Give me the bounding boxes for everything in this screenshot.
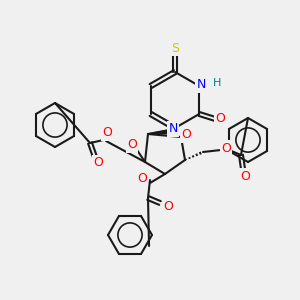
Text: O: O [181, 128, 191, 142]
Text: O: O [163, 200, 173, 212]
Text: S: S [171, 41, 179, 55]
Text: O: O [215, 112, 225, 125]
Text: O: O [127, 139, 137, 152]
Text: O: O [137, 172, 147, 184]
Text: N: N [168, 122, 178, 136]
Text: H: H [213, 78, 222, 88]
Text: O: O [240, 169, 250, 182]
Polygon shape [148, 128, 177, 134]
Text: N: N [196, 79, 206, 92]
Text: O: O [102, 127, 112, 140]
Text: O: O [221, 142, 231, 154]
Text: O: O [93, 157, 103, 169]
